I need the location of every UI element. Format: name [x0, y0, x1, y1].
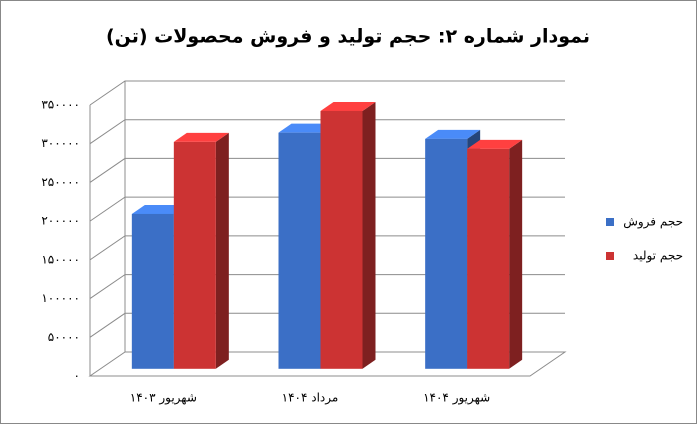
grid-line	[89, 196, 565, 222]
bar-top	[173, 132, 229, 142]
y-tick-label: ۵۰۰۰۰	[48, 330, 80, 344]
legend-swatch	[606, 218, 614, 226]
grid-line	[89, 235, 565, 261]
y-tick-label: ۳۰۰۰۰۰	[41, 136, 80, 150]
legend-label: حجم تولید	[633, 249, 683, 264]
bar-top	[467, 139, 523, 149]
bar	[467, 148, 510, 369]
bar-top	[320, 101, 376, 111]
y-tick-label: ۱۰۰۰۰۰	[41, 291, 80, 305]
bar-top	[425, 129, 481, 139]
grid-line	[89, 274, 565, 299]
y-tick-label: ۳۵۰۰۰۰	[41, 98, 80, 112]
bar	[131, 213, 174, 369]
y-tick-label: ۰	[74, 369, 80, 383]
y-tick-label: ۲۰۰۰۰۰	[41, 214, 80, 228]
bar-side	[215, 132, 229, 369]
y-tick-label: ۱۵۰۰۰۰	[41, 252, 80, 266]
bar-side	[509, 139, 523, 369]
legend-label: حجم فروش	[623, 215, 683, 230]
x-tick-label: شهریور ۱۴۰۴	[423, 391, 490, 406]
y-tick-label: ۲۵۰۰۰۰	[41, 175, 80, 189]
grid-line	[89, 157, 565, 183]
x-tick-label: شهریور ۱۴۰۳	[130, 391, 197, 406]
grid-line	[89, 119, 565, 145]
bar	[278, 132, 321, 369]
bar	[173, 141, 216, 369]
legend-swatch	[606, 252, 614, 260]
bar	[425, 138, 468, 369]
x-tick-label: مرداد ۱۴۰۴	[282, 391, 339, 406]
grid-line	[89, 312, 565, 338]
chart-title: نمودار شماره ۲: حجم تولید و فروش محصولات…	[106, 26, 590, 48]
grid-line	[89, 80, 565, 106]
bar-top	[278, 123, 334, 133]
bar-side	[362, 101, 376, 369]
bar	[320, 110, 363, 369]
bar-top	[131, 204, 187, 214]
